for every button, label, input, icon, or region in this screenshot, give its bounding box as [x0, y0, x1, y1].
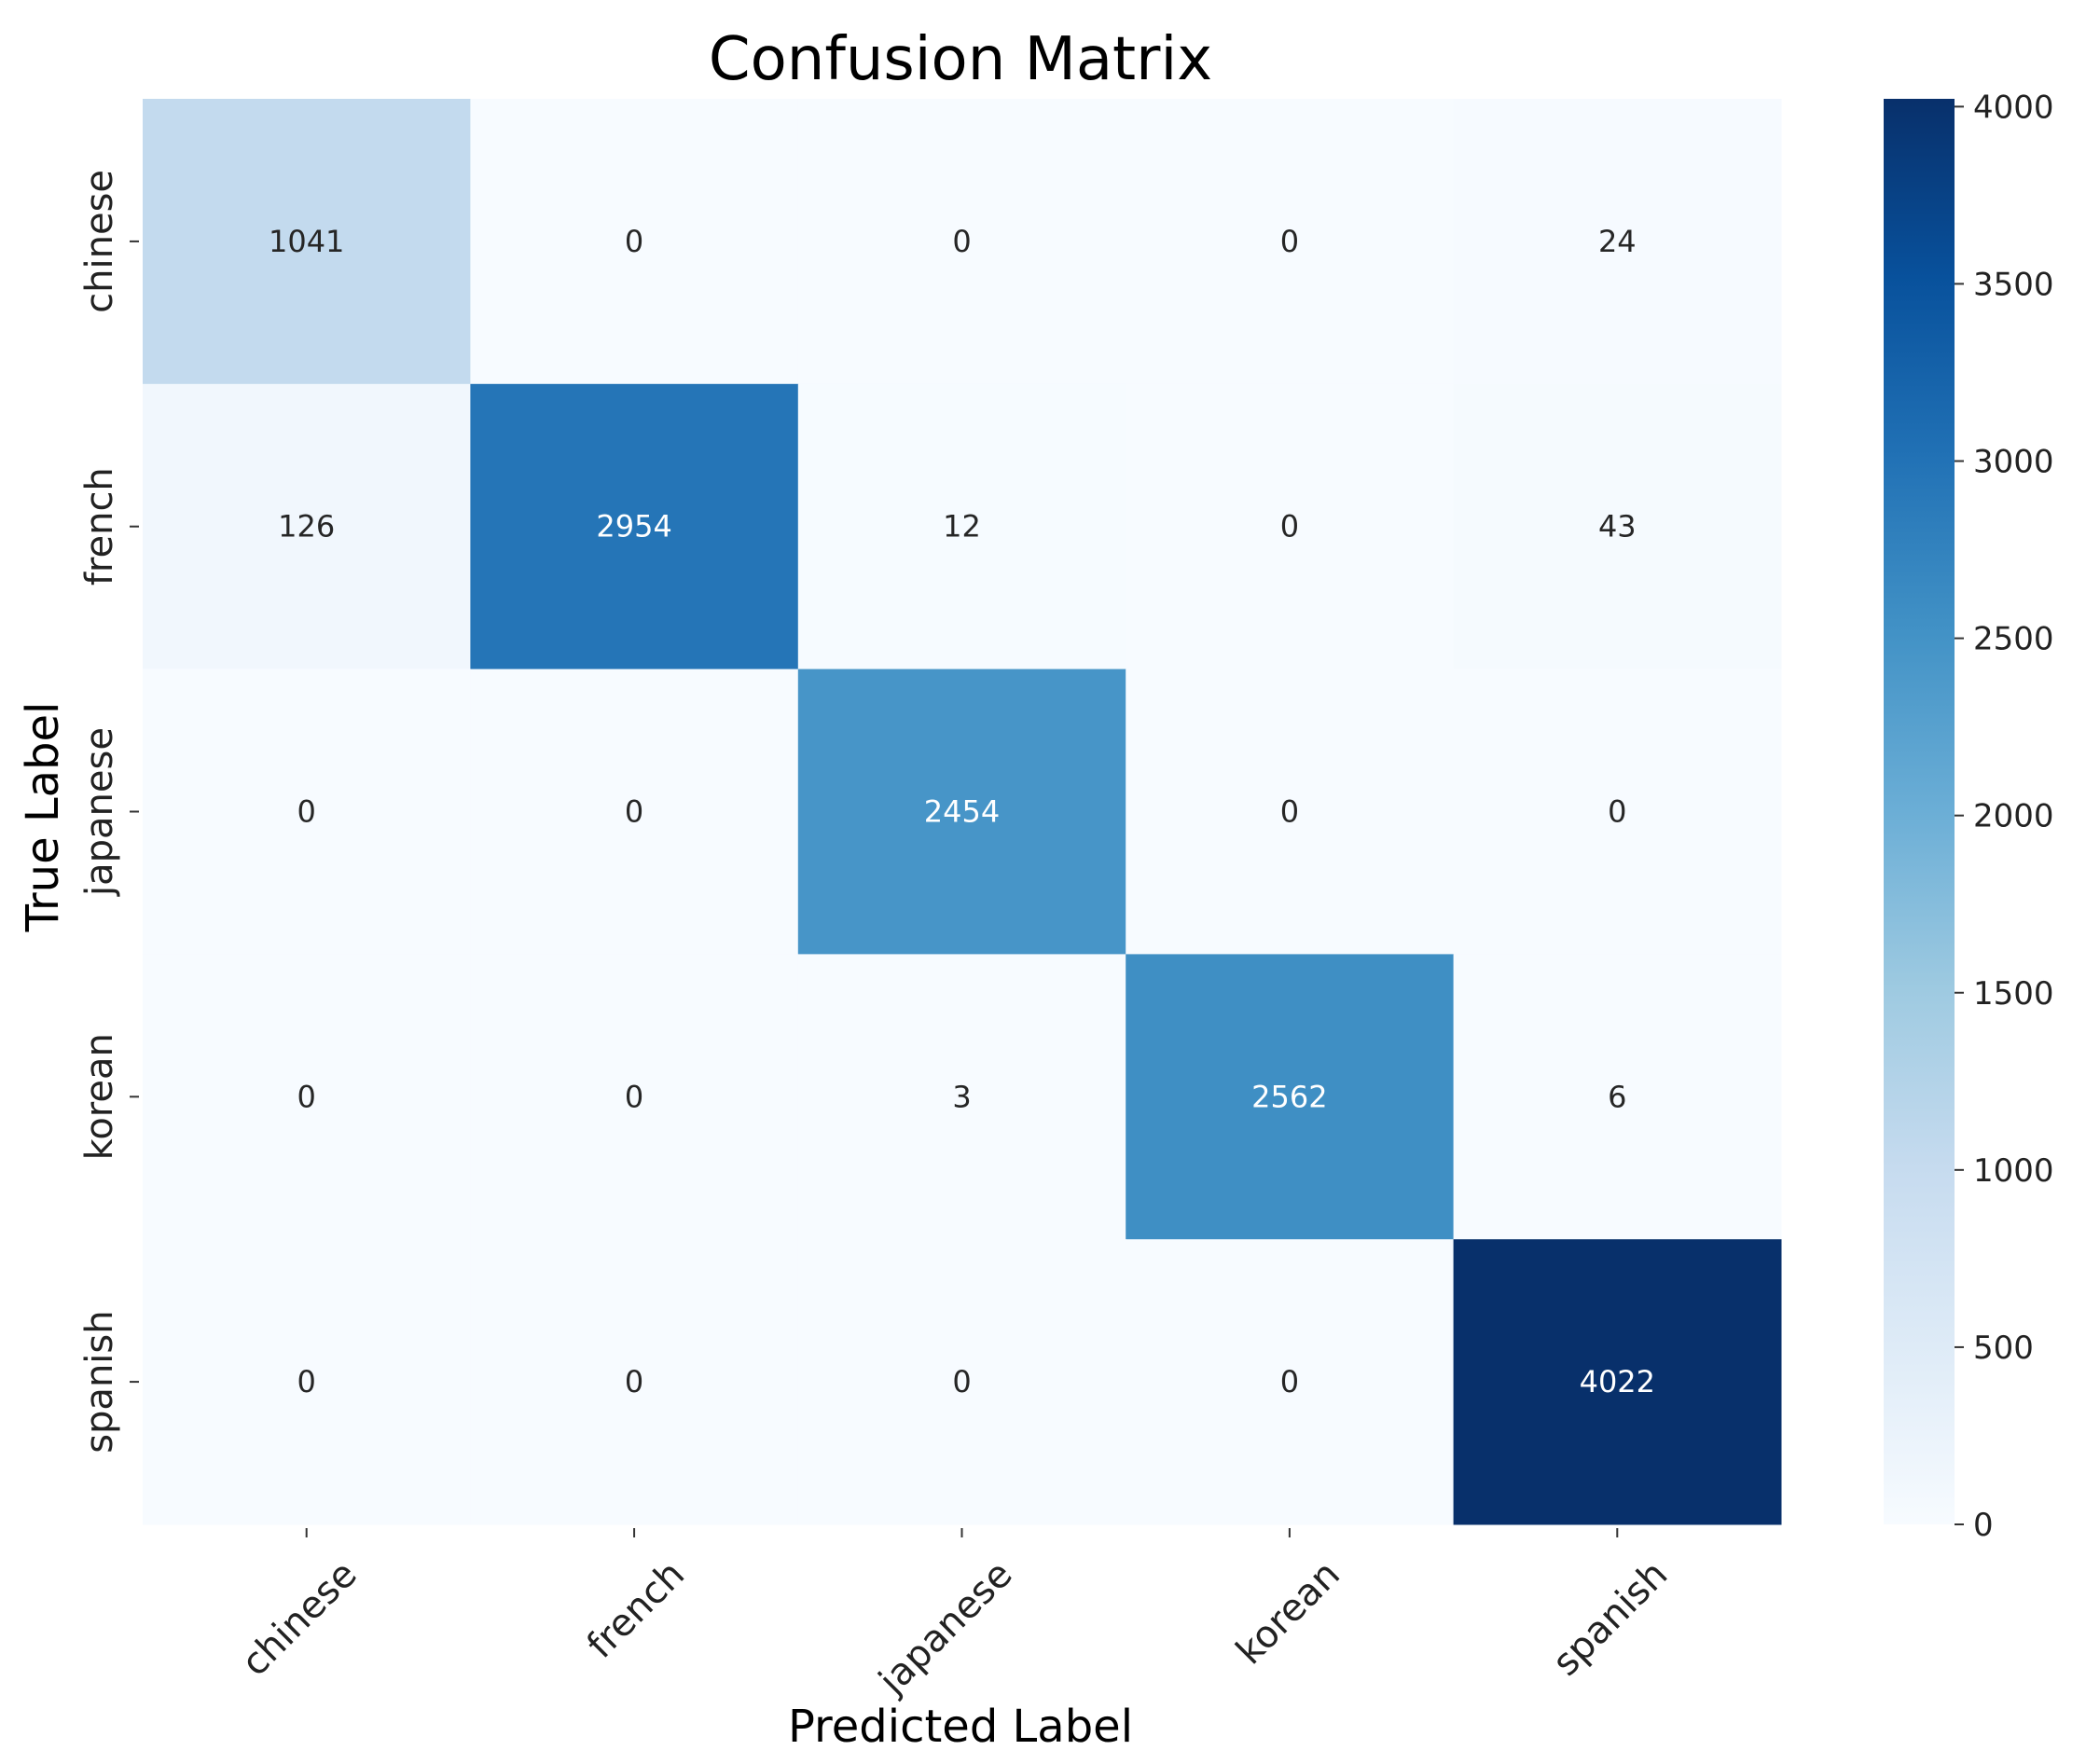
heatmap-cell-japanese-japanese: [797, 668, 1126, 955]
cell-value-label: 0: [1280, 1364, 1299, 1399]
cell-value-label: 0: [952, 224, 971, 259]
cell-value-label: 0: [1608, 794, 1626, 830]
heatmap-cell-japanese-chinese: [143, 668, 471, 955]
heatmap-cell-spanish-french: [470, 1239, 799, 1525]
heatmap-cell-spanish-korean: [1126, 1239, 1455, 1525]
cell-value-label: 2454: [924, 794, 1000, 830]
heatmap-cell-chinese-spanish: [1453, 99, 1782, 385]
cell-value-label: 0: [297, 1364, 316, 1399]
colorbar-tick-label: 1000: [1973, 1152, 2054, 1190]
cell-value-label: 0: [952, 1364, 971, 1399]
heatmap-cell-french-japanese: [797, 383, 1126, 670]
y-tick-label-spanish: spanish: [78, 1310, 121, 1453]
cell-value-label: 126: [278, 509, 335, 544]
x-tick-label-korean: korean: [1228, 1553, 1348, 1674]
cell-value-label: 0: [625, 794, 643, 830]
heatmap-cell-spanish-chinese: [143, 1239, 471, 1525]
y-tick-label-japanese: japanese: [78, 727, 121, 897]
x-axis-label: Predicted Label: [788, 1701, 1133, 1753]
cell-value-label: 0: [1280, 794, 1299, 830]
cell-value-label: 4022: [1580, 1364, 1655, 1399]
y-tick-label-french: french: [78, 467, 121, 586]
heatmap-cell-korean-chinese: [143, 954, 471, 1240]
chart-title: Confusion Matrix: [709, 25, 1212, 94]
x-tick-label-chinese: chinese: [233, 1553, 365, 1685]
heatmap-cell-french-spanish: [1453, 383, 1782, 670]
cell-value-label: 3: [952, 1079, 971, 1114]
heatmap-cell-japanese-french: [470, 668, 799, 955]
cell-value-label: 2562: [1251, 1079, 1327, 1114]
heatmap-cell-chinese-japanese: [797, 99, 1126, 385]
colorbar-tick-label: 2500: [1973, 621, 2054, 658]
colorbar-tick-label: 2000: [1973, 798, 2054, 835]
cell-value-label: 24: [1598, 224, 1637, 259]
cell-value-label: 12: [943, 509, 981, 544]
x-tick-label-french: french: [579, 1553, 693, 1667]
y-axis-ticks: chinese french japanese korean spanish: [78, 170, 139, 1454]
heatmap-cell-korean-japanese: [797, 954, 1126, 1240]
heatmap-cell-chinese-chinese: [143, 99, 471, 385]
heatmap-cell-japanese-spanish: [1453, 668, 1782, 955]
heatmap-cell-korean-spanish: [1453, 954, 1782, 1240]
cell-value-label: 43: [1598, 509, 1637, 544]
colorbar: [1884, 99, 1955, 1524]
x-axis-ticks: chinese french japanese korean spanish: [233, 1528, 1676, 1703]
y-axis-label: True Label: [17, 702, 69, 933]
heatmap-cell-korean-french: [470, 954, 799, 1240]
heatmap-cell-french-korean: [1126, 383, 1455, 670]
y-tick-label-chinese: chinese: [78, 170, 121, 313]
heatmap-cell-chinese-korean: [1126, 99, 1455, 385]
cell-value-label: 0: [625, 1079, 643, 1114]
y-tick-label-korean: korean: [78, 1033, 121, 1160]
heatmap-cell-korean-korean: [1126, 954, 1455, 1240]
x-tick-label-spanish: spanish: [1544, 1553, 1676, 1685]
cell-value-label: 2954: [596, 509, 671, 544]
colorbar-tick-label: 3500: [1973, 266, 2054, 303]
heatmap-cell-french-french: [470, 383, 799, 670]
colorbar-tick-label: 4000: [1973, 89, 2054, 126]
colorbar-tick-label: 1500: [1973, 975, 2054, 1013]
colorbar-ticks: 0 500 1000 1500 2000 2500 3000 3500 4000: [1955, 89, 2054, 1544]
colorbar-tick-label: 3000: [1973, 444, 2054, 481]
colorbar-tick-label: 0: [1973, 1507, 1994, 1544]
cell-value-label: 0: [625, 1364, 643, 1399]
cell-value-label: 0: [297, 794, 316, 830]
heatmap-cell-chinese-french: [470, 99, 799, 385]
heatmap-cell-french-chinese: [143, 383, 471, 670]
heatmap-cell-spanish-spanish: [1453, 1239, 1782, 1525]
cell-value-label: 0: [1280, 224, 1299, 259]
heatmap-cell-spanish-japanese: [797, 1239, 1126, 1525]
cell-value-label: 0: [297, 1079, 316, 1114]
cell-value-label: 0: [1280, 509, 1299, 544]
cell-value-label: 6: [1608, 1079, 1626, 1114]
cell-value-label: 0: [625, 224, 643, 259]
heatmap-cell-labels: 1041 0 0 0 24 126 2954 12 0 43 0 0 2454 0 0 0 0 3 2562 6 0 0 0…: [269, 224, 1655, 1399]
colorbar-tick-label: 500: [1973, 1330, 2034, 1367]
x-tick-label-japanese: japanese: [870, 1553, 1020, 1703]
cell-value-label: 1041: [269, 224, 344, 259]
heatmap-cell-japanese-korean: [1126, 668, 1455, 955]
heatmap-cells: [143, 99, 1782, 1525]
